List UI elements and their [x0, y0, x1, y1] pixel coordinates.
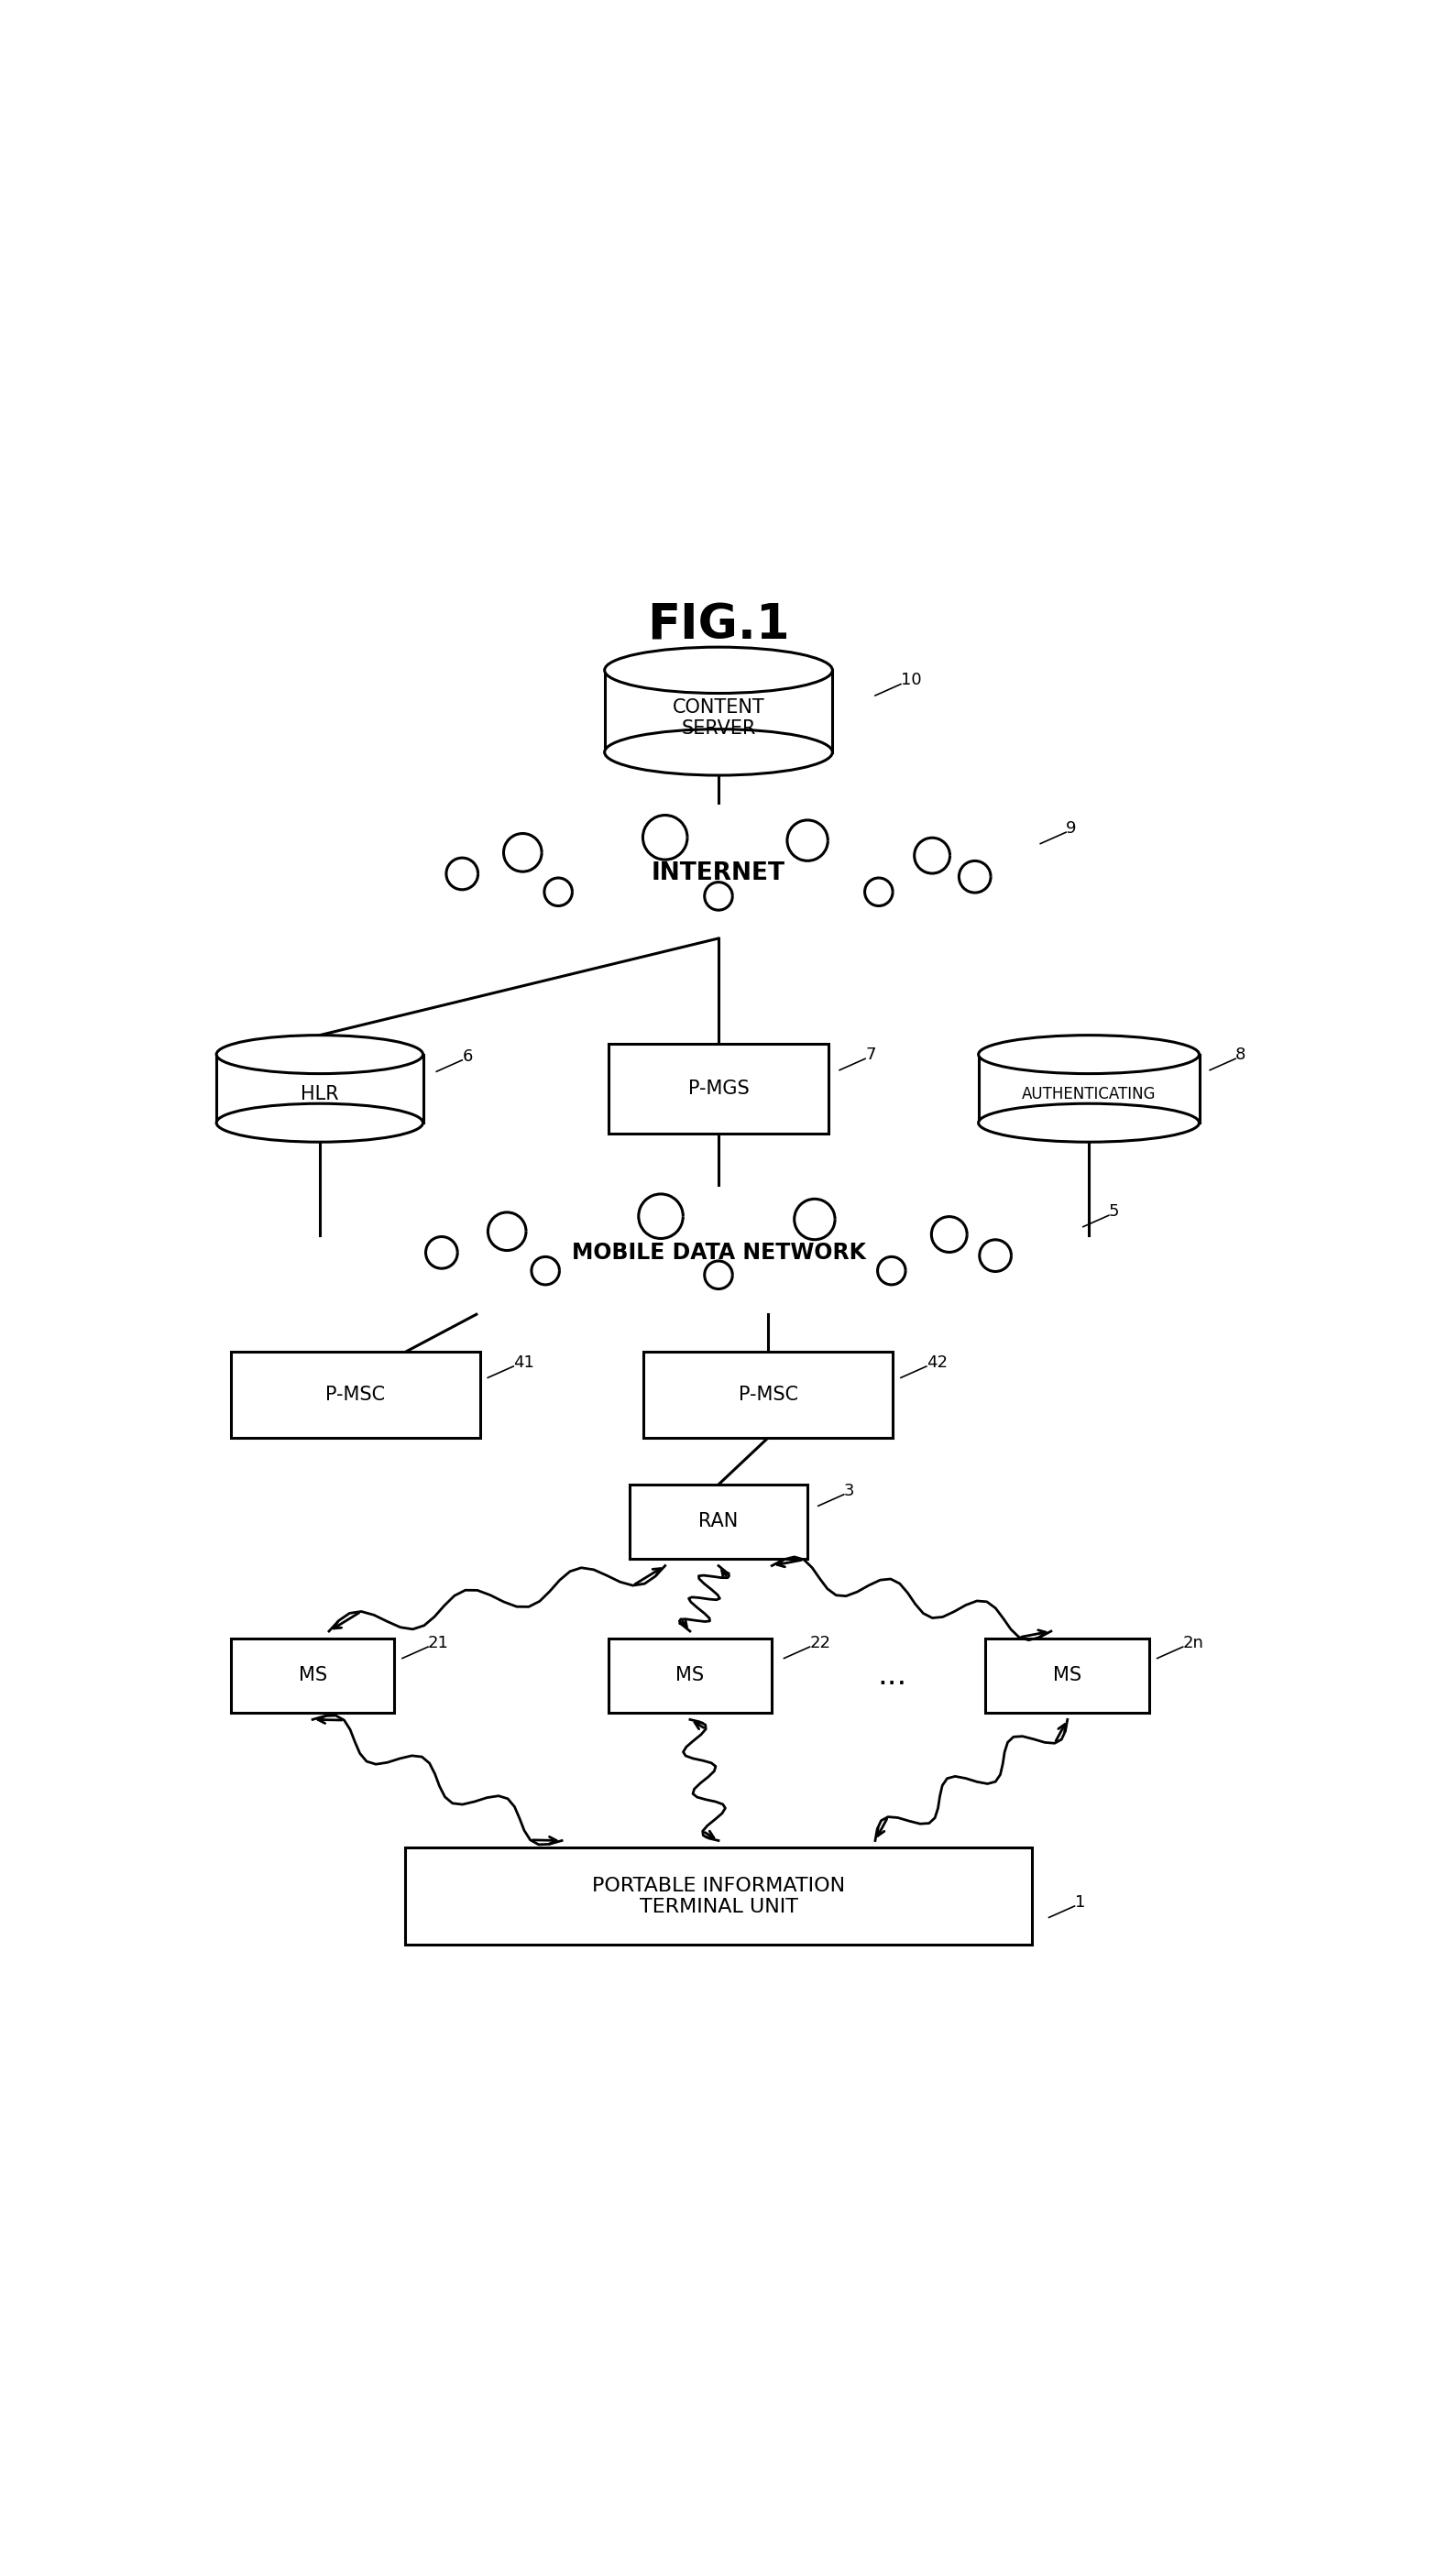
FancyBboxPatch shape: [608, 1638, 772, 1713]
Circle shape: [545, 878, 572, 907]
Text: 22: 22: [809, 1636, 831, 1651]
FancyBboxPatch shape: [231, 1352, 480, 1437]
Text: P-MGS: P-MGS: [688, 1079, 749, 1097]
Circle shape: [865, 878, 892, 907]
Circle shape: [787, 819, 828, 860]
Text: 2n: 2n: [1183, 1636, 1204, 1651]
Ellipse shape: [217, 1103, 422, 1141]
FancyBboxPatch shape: [986, 1638, 1150, 1713]
Text: MOBILE DATA NETWORK: MOBILE DATA NETWORK: [572, 1242, 865, 1265]
Text: 6: 6: [463, 1048, 473, 1064]
Circle shape: [638, 1195, 683, 1239]
Text: 3: 3: [844, 1481, 855, 1499]
Circle shape: [704, 1262, 733, 1288]
Circle shape: [795, 1198, 835, 1239]
FancyBboxPatch shape: [644, 1352, 892, 1437]
Text: RAN: RAN: [698, 1512, 739, 1530]
FancyBboxPatch shape: [231, 1638, 395, 1713]
FancyBboxPatch shape: [608, 1043, 829, 1133]
Text: HLR: HLR: [300, 1084, 339, 1103]
Text: PORTABLE INFORMATION
TERMINAL UNIT: PORTABLE INFORMATION TERMINAL UNIT: [592, 1875, 845, 1917]
Text: AUTHENTICATING: AUTHENTICATING: [1022, 1087, 1155, 1103]
Text: 21: 21: [428, 1636, 448, 1651]
Text: 1: 1: [1075, 1893, 1085, 1911]
Text: 41: 41: [513, 1355, 535, 1370]
Circle shape: [642, 814, 687, 860]
Circle shape: [958, 860, 990, 894]
Ellipse shape: [605, 647, 832, 693]
Text: P-MSC: P-MSC: [325, 1386, 385, 1404]
Text: MS: MS: [299, 1667, 326, 1685]
Text: 8: 8: [1236, 1046, 1246, 1064]
Text: INTERNET: INTERNET: [651, 863, 786, 886]
Text: 10: 10: [901, 672, 921, 688]
Text: ...: ...: [878, 1662, 907, 1690]
Text: MS: MS: [675, 1667, 704, 1685]
Ellipse shape: [605, 729, 832, 775]
Text: CONTENT
SERVER: CONTENT SERVER: [673, 698, 764, 737]
Text: 7: 7: [865, 1046, 875, 1064]
Circle shape: [447, 858, 479, 889]
Ellipse shape: [979, 1036, 1200, 1074]
Text: MS: MS: [1053, 1667, 1082, 1685]
FancyBboxPatch shape: [405, 1847, 1032, 1945]
Circle shape: [914, 837, 950, 873]
Circle shape: [489, 1213, 526, 1249]
Circle shape: [704, 881, 733, 909]
Circle shape: [980, 1239, 1012, 1273]
Ellipse shape: [979, 1103, 1200, 1141]
Circle shape: [532, 1257, 559, 1285]
Text: 9: 9: [1066, 819, 1076, 837]
Circle shape: [503, 835, 542, 871]
Text: 5: 5: [1109, 1203, 1119, 1218]
FancyBboxPatch shape: [629, 1484, 808, 1558]
Circle shape: [425, 1236, 457, 1267]
Text: P-MSC: P-MSC: [739, 1386, 798, 1404]
Circle shape: [878, 1257, 905, 1285]
Ellipse shape: [217, 1036, 422, 1074]
Text: FIG.1: FIG.1: [647, 603, 790, 649]
Text: 42: 42: [927, 1355, 947, 1370]
Circle shape: [931, 1216, 967, 1252]
